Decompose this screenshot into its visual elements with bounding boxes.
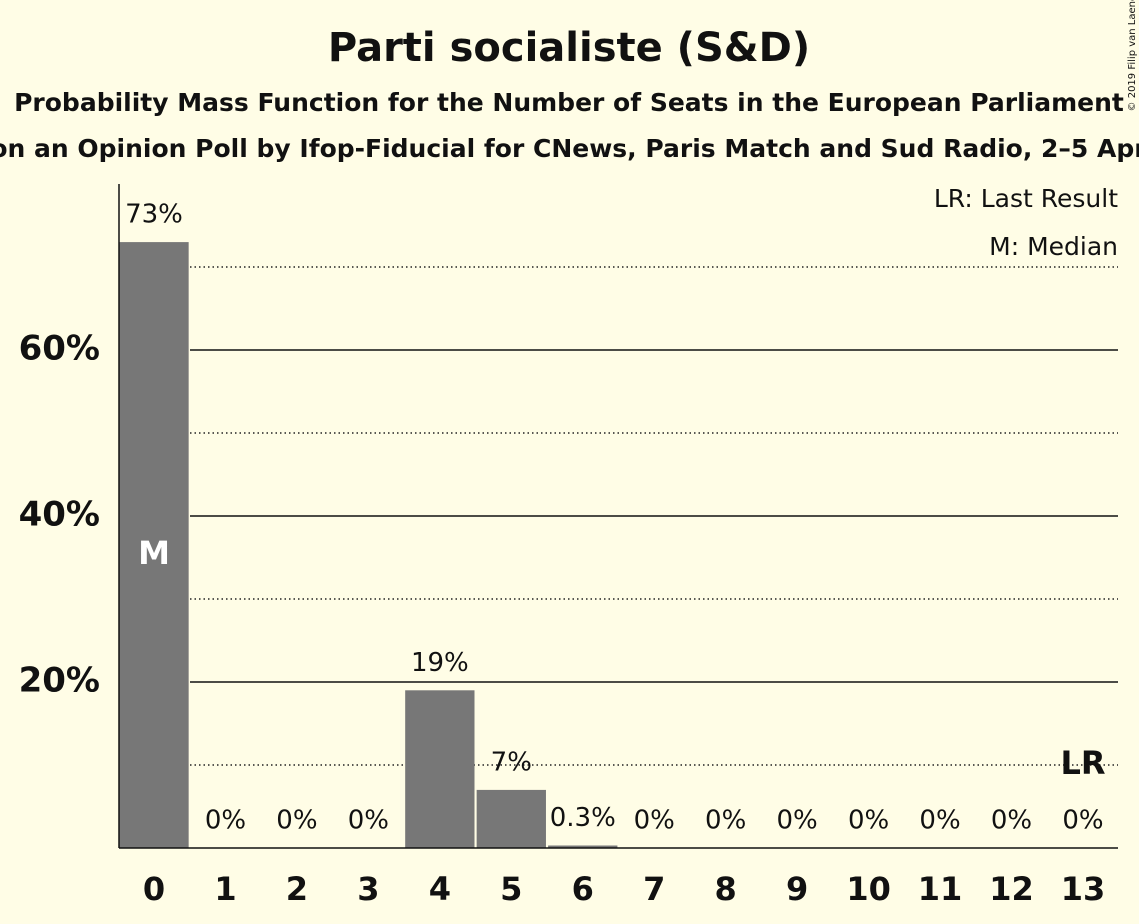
value-label: 0% [634,806,675,836]
value-label: 0% [991,806,1032,836]
value-label: 0% [205,806,246,836]
value-label: 0% [348,806,389,836]
value-label: 0% [848,806,889,836]
value-label: 0% [1062,806,1103,836]
x-tick-label: 0 [143,870,165,908]
x-tick-label: 5 [500,870,522,908]
value-label: 0.3% [550,803,616,833]
bar [405,690,475,848]
x-tick-label: 8 [715,870,737,908]
legend-entry: LR: Last Result [934,184,1118,213]
copyright: © 2019 Filip van Laenen [1127,0,1138,111]
subtitle: Probability Mass Function for the Number… [14,88,1124,117]
bar [476,789,546,848]
x-tick-label: 7 [643,870,665,908]
value-label: 73% [125,200,183,230]
y-tick-label: 40% [19,495,100,535]
value-label: 7% [491,747,532,777]
x-tick-label: 10 [846,870,891,908]
value-label: 0% [777,806,818,836]
median-marker: M [138,534,170,572]
x-tick-label: 6 [572,870,594,908]
x-tick-label: 13 [1061,870,1106,908]
y-tick-label: 60% [19,329,100,369]
x-tick-label: 2 [286,870,308,908]
last-result-marker: LR [1060,744,1105,782]
subtitle: Based on an Opinion Poll by Ifop-Fiducia… [0,134,1139,163]
value-label: 0% [919,806,960,836]
x-tick-label: 3 [357,870,379,908]
x-tick-label: 1 [214,870,236,908]
y-tick-label: 20% [19,661,100,701]
value-label: 19% [411,648,469,678]
bar [119,242,189,849]
legend-entry: M: Median [989,232,1118,261]
x-tick-label: 12 [989,870,1034,908]
chart-title: Parti socialiste (S&D) [328,25,810,71]
x-tick-label: 11 [918,870,963,908]
value-label: 0% [705,806,746,836]
value-label: 0% [276,806,317,836]
bar [548,845,618,848]
x-tick-label: 4 [429,870,451,908]
x-tick-label: 9 [786,870,808,908]
